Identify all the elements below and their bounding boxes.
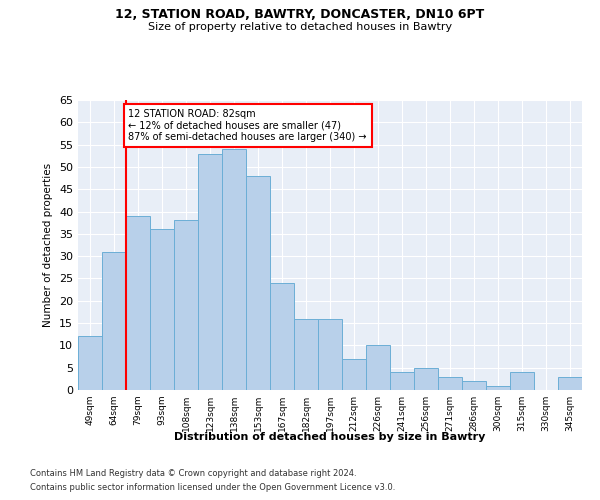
Bar [198,154,222,390]
Bar [366,346,390,390]
Bar [78,336,102,390]
Bar [462,381,486,390]
Text: 12, STATION ROAD, BAWTRY, DONCASTER, DN10 6PT: 12, STATION ROAD, BAWTRY, DONCASTER, DN1… [115,8,485,20]
Bar [246,176,270,390]
Bar [294,318,318,390]
Text: 12 STATION ROAD: 82sqm
← 12% of detached houses are smaller (47)
87% of semi-det: 12 STATION ROAD: 82sqm ← 12% of detached… [128,109,367,142]
Bar [510,372,534,390]
Bar [270,283,294,390]
Text: Size of property relative to detached houses in Bawtry: Size of property relative to detached ho… [148,22,452,32]
Text: Contains HM Land Registry data © Crown copyright and database right 2024.: Contains HM Land Registry data © Crown c… [30,468,356,477]
Bar [126,216,150,390]
Bar [318,318,342,390]
Bar [558,376,582,390]
Bar [414,368,438,390]
Bar [150,230,174,390]
Text: Distribution of detached houses by size in Bawtry: Distribution of detached houses by size … [175,432,485,442]
Bar [342,359,366,390]
Y-axis label: Number of detached properties: Number of detached properties [43,163,53,327]
Bar [390,372,414,390]
Bar [174,220,198,390]
Bar [222,149,246,390]
Bar [486,386,510,390]
Bar [102,252,126,390]
Text: Contains public sector information licensed under the Open Government Licence v3: Contains public sector information licen… [30,484,395,492]
Bar [438,376,462,390]
